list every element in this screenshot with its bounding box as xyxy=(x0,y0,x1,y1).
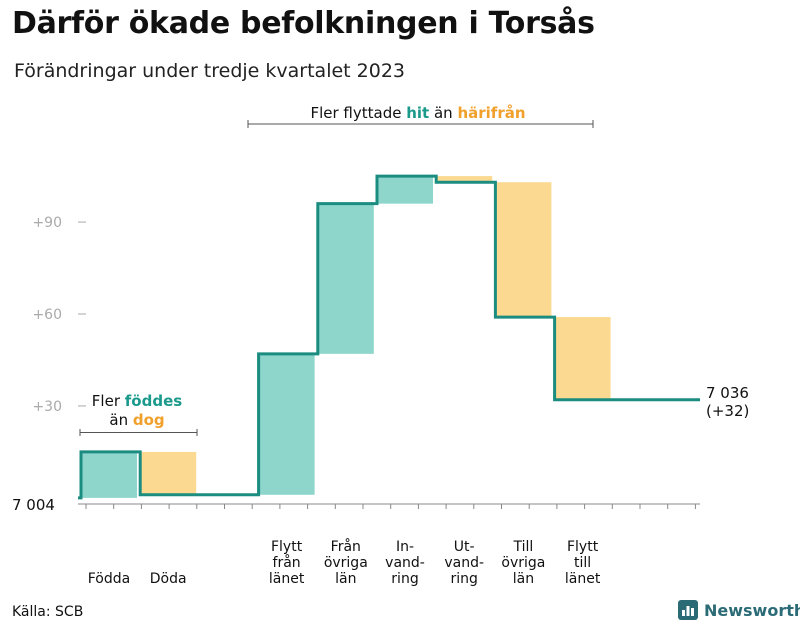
cumulative-step-line xyxy=(78,174,700,500)
category-label: från xyxy=(273,554,301,571)
category-label: ring xyxy=(450,571,477,587)
y-tick-label: +90 xyxy=(32,215,62,231)
start-value-label: 7 004 xyxy=(12,496,55,514)
bar-3 xyxy=(258,353,315,495)
category-label: län xyxy=(513,571,534,587)
category-label: Från xyxy=(331,538,361,555)
bar-2 xyxy=(140,451,197,495)
category-label: länet xyxy=(269,571,305,587)
bar-6 xyxy=(436,176,493,183)
end-value-label: 7 036 xyxy=(706,384,749,402)
brand-name: Newsworthy xyxy=(704,600,800,620)
category-label: Döda xyxy=(150,571,187,587)
bar-1 xyxy=(81,451,137,498)
bar-8 xyxy=(554,317,611,400)
category-label: In- xyxy=(396,539,414,555)
bar-7 xyxy=(495,182,552,318)
category-label: vand- xyxy=(385,555,425,571)
category-label: Födda xyxy=(88,571,130,587)
category-label: Flytt xyxy=(271,539,303,555)
category-label: län xyxy=(335,571,356,587)
source-note: Källa: SCB xyxy=(12,604,84,620)
category-label: vand- xyxy=(444,555,484,571)
end-change-label: (+32) xyxy=(706,402,749,420)
category-label: Ut- xyxy=(454,539,475,555)
births-annotation-line1: Fler föddes xyxy=(92,392,182,410)
migration-annotation: Fler flyttade hit än härifrån xyxy=(310,104,525,122)
y-tick-label: +30 xyxy=(32,399,62,415)
category-label: övriga xyxy=(324,555,368,571)
chart-title: Därför ökade befolkningen i Torsås xyxy=(12,6,595,41)
category-label: ring xyxy=(391,571,418,587)
bar-4 xyxy=(317,203,374,354)
category-label: till xyxy=(574,555,591,571)
category-label: övriga xyxy=(501,555,545,571)
y-tick-label: +60 xyxy=(32,307,62,323)
bar-chart-logo-icon xyxy=(678,600,698,620)
bar-5 xyxy=(377,176,433,204)
chart-subtitle: Förändringar under tredje kvartalet 2023 xyxy=(14,60,406,82)
brand-logo: Newsworthy xyxy=(678,600,800,620)
births-annotation-line2: än dog xyxy=(109,411,164,429)
category-label: Till xyxy=(513,539,534,555)
migration-bracket xyxy=(247,120,594,128)
category-label: länet xyxy=(565,571,601,587)
category-label: Flytt xyxy=(567,539,599,555)
births-bracket xyxy=(79,429,198,436)
